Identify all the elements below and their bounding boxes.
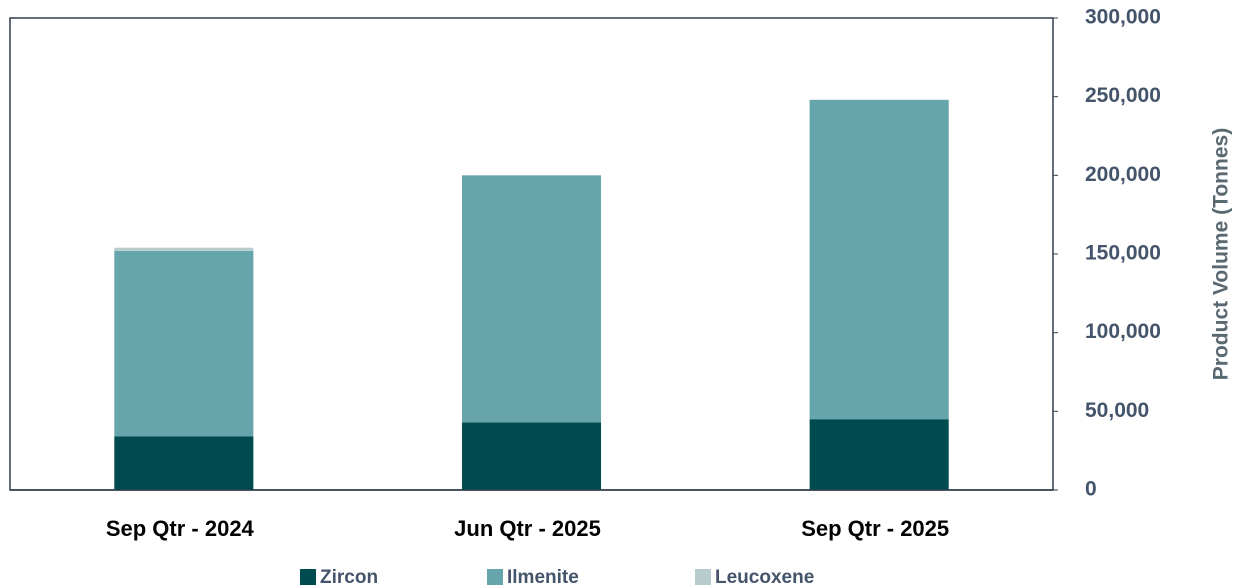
bar-segment (461, 175, 602, 423)
bar-segment (809, 419, 949, 490)
legend-label: Ilmenite (507, 567, 579, 588)
y-tick-label: 150,000 (1085, 242, 1161, 265)
bar-segment (809, 99, 949, 420)
x-tick-label: Sep Qtr - 2024 (106, 516, 255, 541)
y-tick-label: 300,000 (1085, 6, 1161, 29)
x-tick-label: Jun Qtr - 2025 (454, 516, 601, 541)
legend-swatch (300, 569, 316, 585)
y-tick-label: 0 (1085, 478, 1097, 501)
y-tick-label: 100,000 (1085, 320, 1161, 343)
bar-segment (114, 250, 254, 437)
bar-segment (114, 247, 254, 251)
legend-label: Zircon (320, 567, 378, 588)
legend-label: Leucoxene (715, 567, 814, 588)
bar-segment (461, 422, 602, 490)
y-axis-title: Product Volume (Tonnes) (1210, 128, 1233, 380)
legend-swatch (695, 569, 711, 585)
y-tick-label: 50,000 (1085, 399, 1149, 422)
y-tick-label: 200,000 (1085, 163, 1161, 186)
bar-segment (114, 436, 254, 490)
y-tick-label: 250,000 (1085, 84, 1161, 107)
legend-swatch (487, 569, 503, 585)
x-tick-label: Sep Qtr - 2025 (801, 516, 949, 541)
